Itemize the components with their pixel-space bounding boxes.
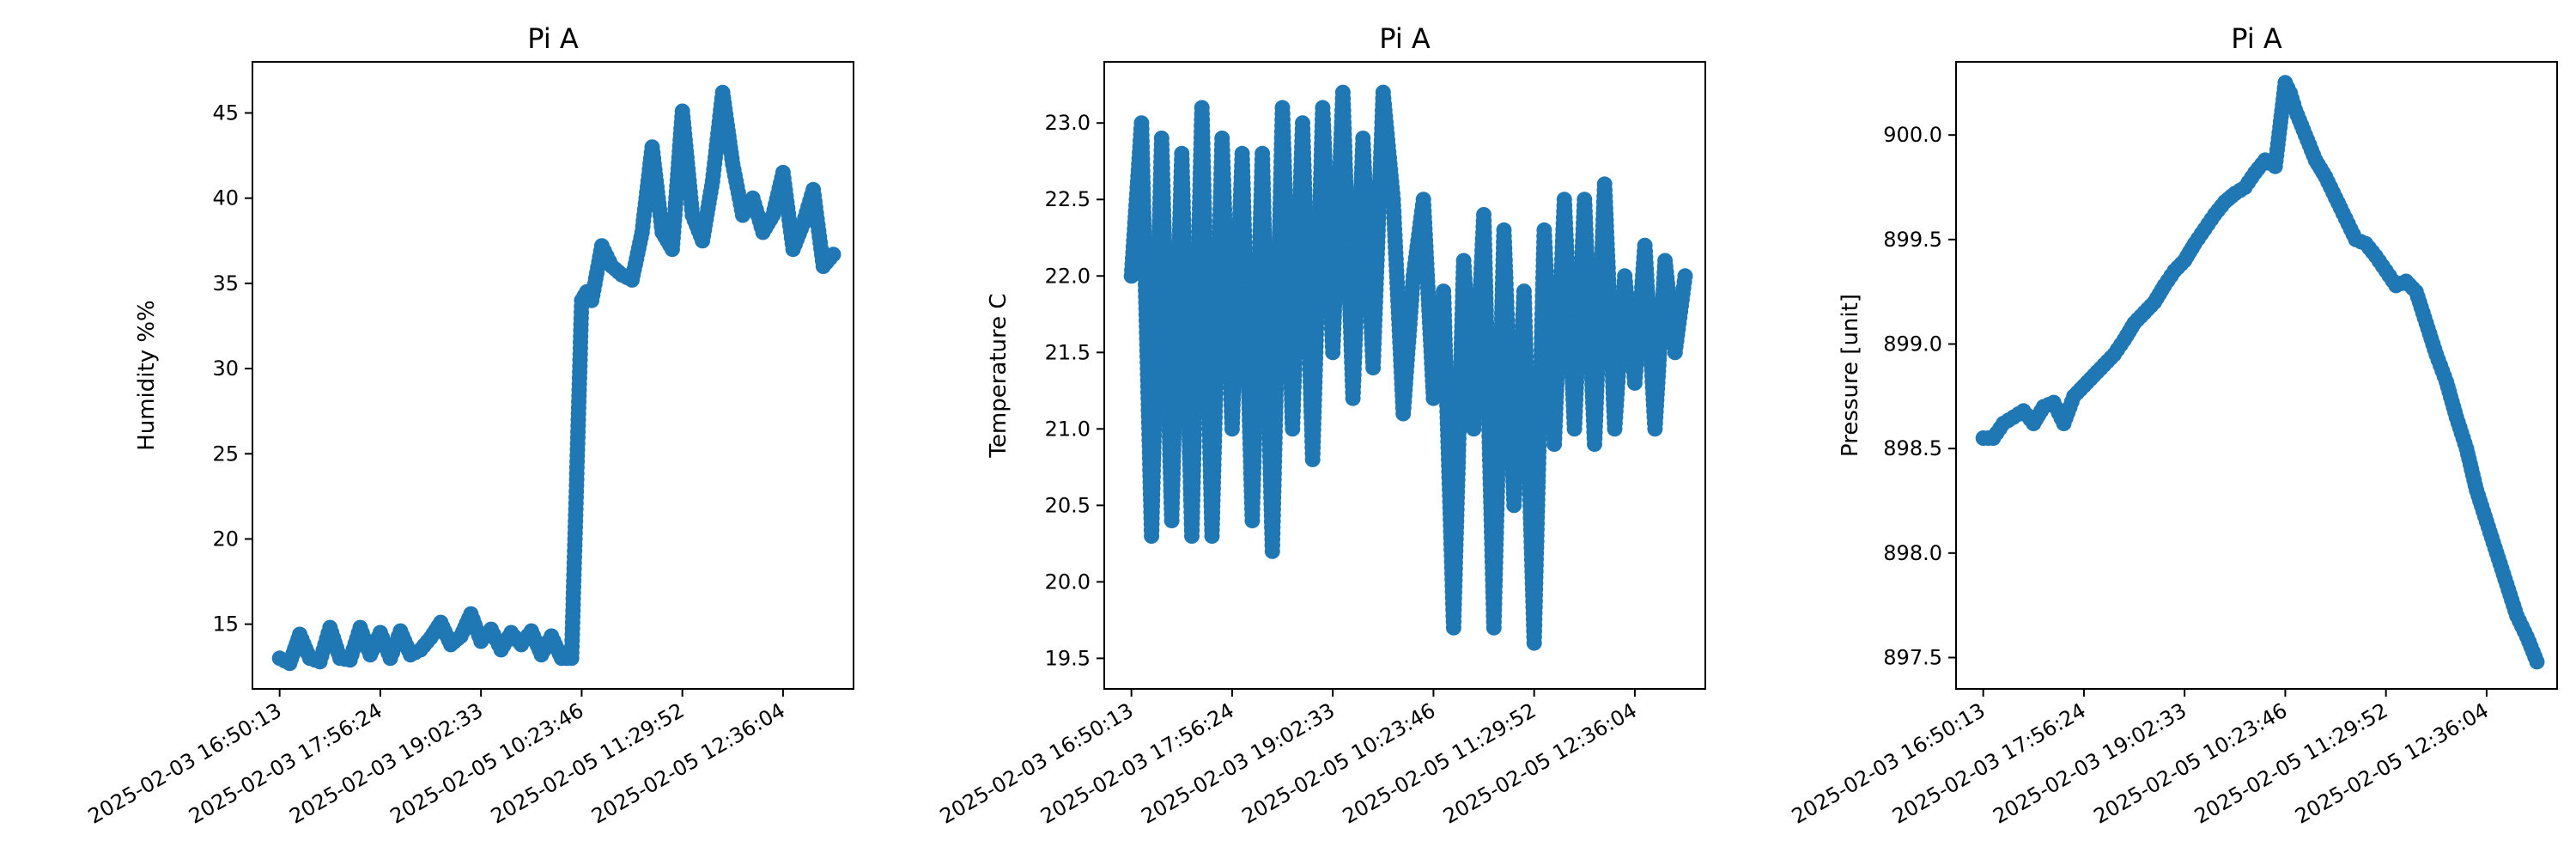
- y-tick-label: 30: [212, 356, 239, 381]
- chart-title: Pi A: [2231, 22, 2282, 55]
- plot-frame: [1955, 61, 2558, 690]
- y-tick-label: 35: [212, 271, 239, 295]
- y-tick-label: 20.5: [1045, 493, 1091, 517]
- y-tick-label: 20.0: [1045, 570, 1091, 594]
- y-tick-label: 20: [212, 527, 239, 551]
- y-tick-label: 19.5: [1045, 646, 1091, 670]
- data-point: [1677, 268, 1693, 284]
- plot-frame: [1103, 61, 1706, 690]
- y-axis-label: Temperature C: [986, 293, 1012, 458]
- data-point: [825, 247, 841, 263]
- y-axis-label: Humidity %%: [134, 300, 160, 451]
- y-tick-label: 897.5: [1883, 646, 1942, 670]
- y-tick-label: 899.0: [1883, 332, 1942, 356]
- chart-title: Pi A: [1379, 22, 1431, 55]
- y-tick-label: 25: [212, 442, 239, 466]
- plot-area: [1975, 75, 2545, 670]
- y-tick-label: 23.0: [1045, 111, 1091, 135]
- y-tick-label: 21.5: [1045, 340, 1091, 364]
- y-tick-label: 21.0: [1045, 417, 1091, 441]
- y-tick-label: 900.0: [1883, 123, 1942, 147]
- data-point: [2529, 654, 2545, 670]
- y-tick-label: 898.0: [1883, 541, 1942, 565]
- y-tick-label: 22.5: [1045, 187, 1091, 211]
- y-tick-label: 40: [212, 186, 239, 210]
- y-tick-label: 22.0: [1045, 264, 1091, 288]
- chart-title: Pi A: [527, 22, 579, 55]
- y-tick-label: 898.5: [1883, 436, 1942, 460]
- plot-area: [271, 84, 841, 672]
- plot-frame: [252, 61, 854, 690]
- y-axis-label: Pressure [unit]: [1838, 294, 1863, 457]
- plot-area: [1123, 84, 1693, 651]
- y-tick-label: 899.5: [1883, 228, 1942, 252]
- y-tick-label: 45: [212, 101, 239, 125]
- y-tick-label: 15: [212, 612, 239, 637]
